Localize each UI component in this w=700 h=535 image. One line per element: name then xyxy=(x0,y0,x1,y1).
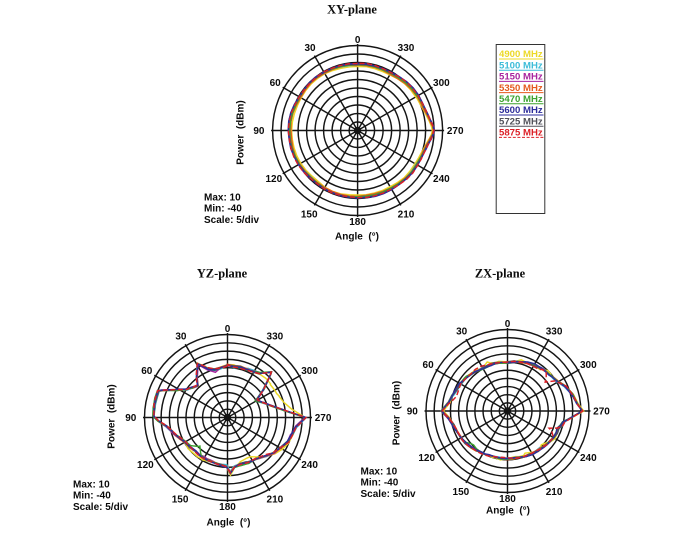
svg-text:240: 240 xyxy=(433,174,450,185)
svg-text:60: 60 xyxy=(270,78,282,89)
svg-text:Max: 10: Max: 10 xyxy=(361,466,398,477)
svg-text:Scale: 5/div: Scale: 5/div xyxy=(73,502,128,513)
svg-text:60: 60 xyxy=(423,360,435,371)
svg-text:90: 90 xyxy=(125,413,137,424)
svg-text:270: 270 xyxy=(447,126,464,137)
svg-text:120: 120 xyxy=(418,453,435,464)
svg-text:210: 210 xyxy=(267,495,284,506)
svg-text:150: 150 xyxy=(172,495,189,506)
svg-text:Min: -40: Min: -40 xyxy=(204,204,242,215)
svg-text:Max: 10: Max: 10 xyxy=(204,192,241,203)
svg-text:5150 MHz: 5150 MHz xyxy=(499,72,543,83)
svg-text:XY-plane: XY-plane xyxy=(327,3,377,17)
svg-text:Angle (°): Angle (°) xyxy=(207,518,251,529)
svg-text:300: 300 xyxy=(433,78,450,89)
svg-text:Min: -40: Min: -40 xyxy=(73,491,111,502)
svg-text:180: 180 xyxy=(499,494,516,505)
svg-text:5875 MHz: 5875 MHz xyxy=(499,128,543,139)
svg-text:Power (dBm): Power (dBm) xyxy=(236,100,247,164)
svg-text:Power (dBm): Power (dBm) xyxy=(107,384,118,448)
svg-text:0: 0 xyxy=(505,319,511,330)
svg-text:270: 270 xyxy=(315,413,332,424)
svg-text:210: 210 xyxy=(546,487,563,498)
svg-text:Max: 10: Max: 10 xyxy=(73,479,110,490)
svg-text:150: 150 xyxy=(301,209,318,220)
svg-text:4900 MHz: 4900 MHz xyxy=(499,49,543,60)
svg-text:Scale: 5/div: Scale: 5/div xyxy=(361,489,416,500)
svg-text:60: 60 xyxy=(141,366,153,377)
svg-text:0: 0 xyxy=(225,324,231,335)
svg-text:ZX-plane: ZX-plane xyxy=(475,267,526,281)
svg-text:Min: -40: Min: -40 xyxy=(361,478,399,489)
svg-text:240: 240 xyxy=(580,453,597,464)
svg-text:0: 0 xyxy=(355,35,361,46)
svg-text:YZ-plane: YZ-plane xyxy=(197,267,248,281)
svg-text:330: 330 xyxy=(398,43,415,54)
svg-text:330: 330 xyxy=(267,332,284,343)
svg-text:5350 MHz: 5350 MHz xyxy=(499,83,543,94)
svg-text:Power (dBm): Power (dBm) xyxy=(392,381,403,445)
svg-text:180: 180 xyxy=(349,217,366,228)
svg-text:150: 150 xyxy=(453,487,470,498)
svg-text:240: 240 xyxy=(301,460,318,471)
svg-text:30: 30 xyxy=(175,332,187,343)
svg-text:Scale: 5/div: Scale: 5/div xyxy=(204,215,259,226)
svg-text:90: 90 xyxy=(407,407,419,418)
svg-text:120: 120 xyxy=(137,460,154,471)
svg-text:5100 MHz: 5100 MHz xyxy=(499,60,543,71)
svg-text:90: 90 xyxy=(253,126,265,137)
svg-text:Angle (°): Angle (°) xyxy=(486,505,530,516)
svg-text:300: 300 xyxy=(301,366,318,377)
svg-text:270: 270 xyxy=(593,407,610,418)
svg-text:5600 MHz: 5600 MHz xyxy=(499,105,543,116)
svg-text:300: 300 xyxy=(580,360,597,371)
svg-text:210: 210 xyxy=(398,209,415,220)
svg-text:120: 120 xyxy=(265,174,282,185)
svg-text:30: 30 xyxy=(304,43,316,54)
svg-text:330: 330 xyxy=(546,326,563,337)
svg-text:30: 30 xyxy=(456,326,468,337)
svg-text:180: 180 xyxy=(219,502,236,513)
svg-text:Angle (°): Angle (°) xyxy=(335,232,379,243)
svg-text:5470 MHz: 5470 MHz xyxy=(499,94,543,105)
svg-text:5725 MHz: 5725 MHz xyxy=(499,116,543,127)
